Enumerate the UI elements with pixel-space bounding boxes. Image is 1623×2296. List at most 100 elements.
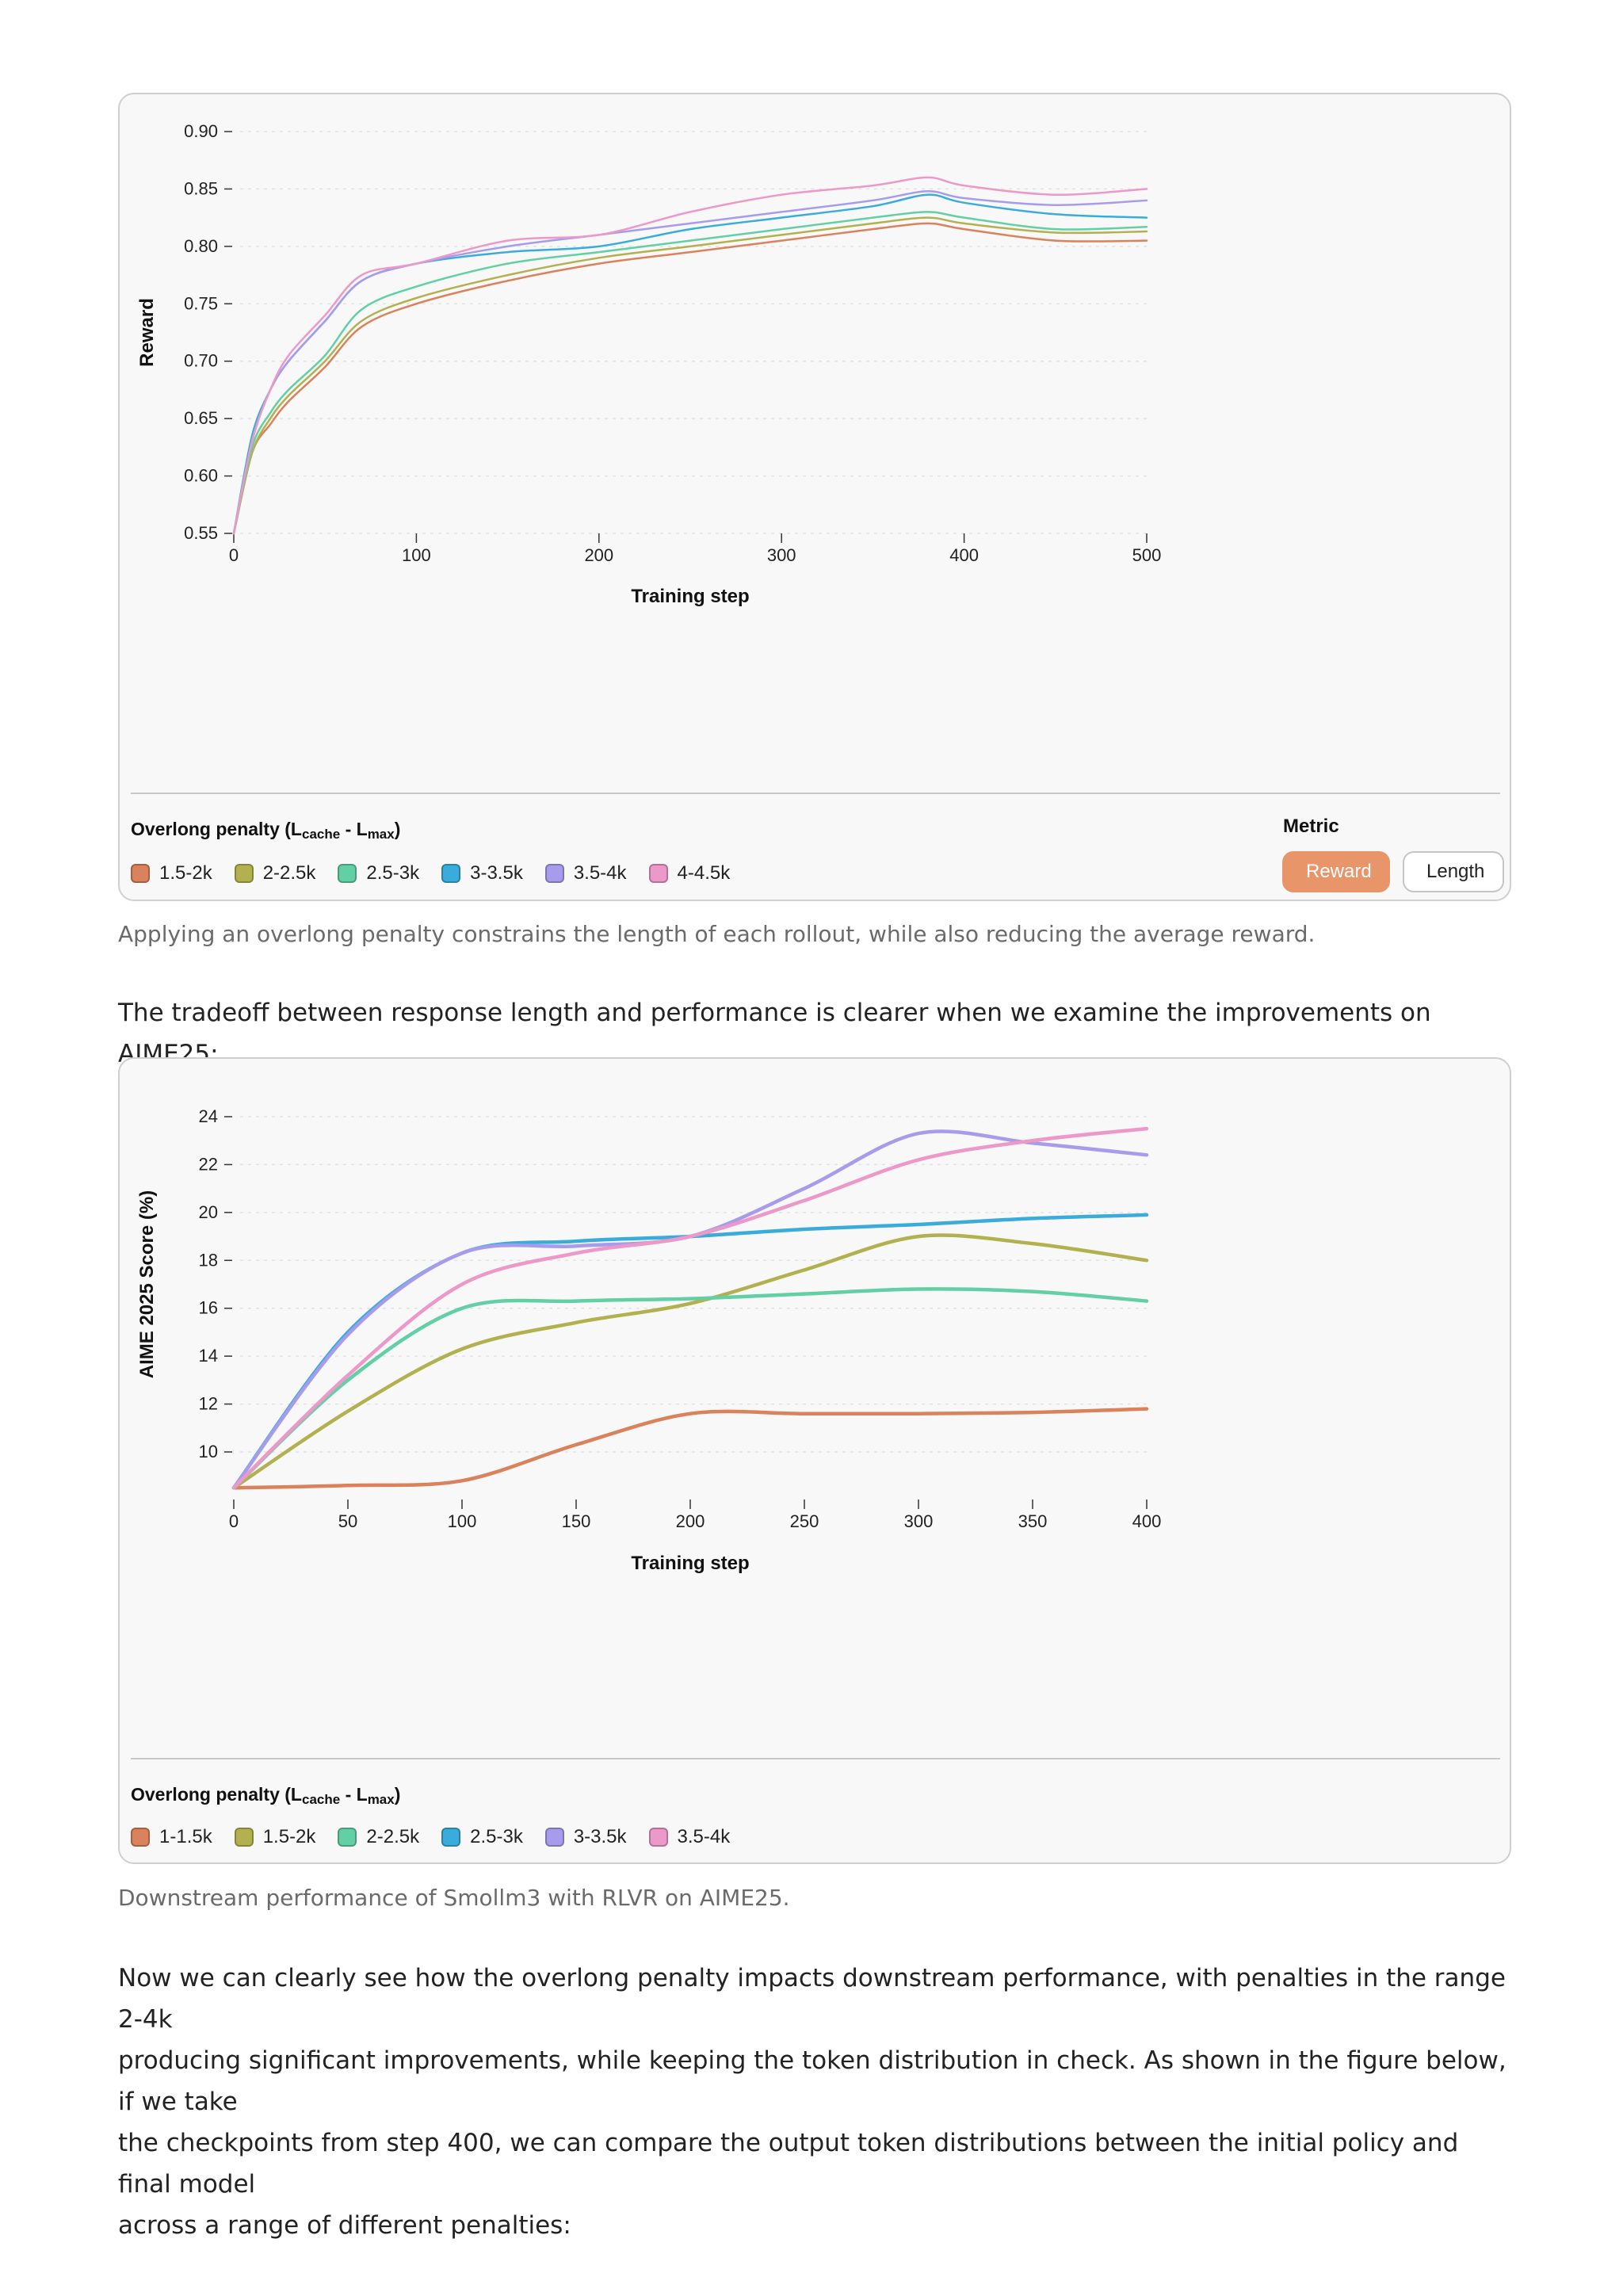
legend-item[interactable]: 2-2.5k: [234, 862, 316, 884]
y-tick-label: 16: [199, 1298, 218, 1318]
legend-item[interactable]: 3-3.5k: [441, 862, 523, 884]
x-tick-label: 250: [790, 1511, 819, 1531]
y-tick-label: 0.75: [184, 293, 218, 313]
legend-item[interactable]: 4-4.5k: [648, 862, 731, 884]
metric-title: Metric: [1283, 816, 1339, 837]
legend-swatch: [131, 1828, 150, 1847]
legend-swatch: [544, 1828, 564, 1847]
legend-item[interactable]: 3.5-4k: [544, 862, 627, 884]
y-tick-label: 0.65: [184, 408, 218, 428]
x-tick-label: 500: [1132, 545, 1162, 565]
legend-label: 2.5-3k: [366, 862, 420, 884]
series-line: [231, 1407, 1149, 1490]
series-line: [231, 1287, 1149, 1490]
legend-label: 3.5-4k: [573, 862, 627, 884]
series-line: [232, 190, 1148, 535]
x-tick-label: 100: [448, 1511, 477, 1531]
legend-item[interactable]: 2-2.5k: [338, 1826, 419, 1848]
y-tick-label: 18: [199, 1250, 218, 1270]
legend-label: 3-3.5k: [573, 1826, 627, 1847]
legend-label: 3-3.5k: [470, 862, 523, 884]
paragraph-line: across a range of different penalties:: [118, 2211, 571, 2240]
y-tick-label: 22: [199, 1154, 218, 1174]
x-tick-label: 350: [1018, 1511, 1048, 1531]
y-tick-label: 0.60: [184, 466, 218, 486]
series-line: [232, 211, 1148, 535]
legend-item[interactable]: 3.5-4k: [648, 1826, 731, 1848]
y-tick-label: 24: [199, 1106, 218, 1126]
series-line: [232, 176, 1148, 535]
x-tick-label: 400: [949, 545, 979, 565]
legend-swatch: [648, 1828, 668, 1847]
legend-swatch: [648, 864, 668, 883]
length-button[interactable]: Length: [1403, 851, 1504, 892]
legend-title: Overlong penalty (Lcache - Lmax): [131, 1784, 401, 1807]
legend-swatch: [544, 864, 564, 883]
legend-swatch: [131, 864, 150, 883]
paragraph-line: Now we can clearly see how the overlong …: [118, 1964, 1506, 2034]
y-axis-label: AIME 2025 Score (%): [136, 1190, 158, 1378]
paragraph: Now we can clearly see how the overlong …: [118, 1958, 1513, 2246]
x-axis-label: Training step: [631, 586, 749, 607]
legend-divider: [131, 793, 1500, 794]
legend: 1.5-2k 2-2.5k 2.5-3k 3-3.5k 3.5-4k 4-4.5…: [131, 862, 730, 884]
legend-item[interactable]: 1.5-2k: [131, 862, 212, 884]
legend-swatch: [338, 1828, 357, 1847]
legend-item[interactable]: 3-3.5k: [544, 1826, 627, 1848]
x-tick-label: 0: [229, 545, 239, 565]
figure-caption: Downstream performance of Smollm3 with R…: [118, 1885, 790, 1911]
aime-figure: 10 12 14 16 18 20 22 24 0 50 100 150 200 250 300 350 400…: [118, 1057, 1511, 1864]
figure-caption: Applying an overlong penalty constrains …: [118, 921, 1316, 947]
series-line: [231, 1126, 1149, 1490]
legend-swatch: [441, 1828, 461, 1847]
y-tick-label: 0.85: [184, 178, 218, 198]
reward-figure: 0.55 0.60 0.65 0.70 0.75 0.80 0.85 0.90 0 100 200 3…: [118, 93, 1511, 901]
paragraph-line: the checkpoints from step 400, we can co…: [118, 2129, 1459, 2199]
reward-button[interactable]: Reward: [1282, 851, 1390, 892]
y-tick-label: 14: [199, 1346, 218, 1366]
legend: 1-1.5k 1.5-2k 2-2.5k 2.5-3k 3-3.5k 3.5-4…: [131, 1826, 730, 1848]
paragraph-line: producing significant improvements, whil…: [118, 2046, 1507, 2116]
legend-label: 2.5-3k: [470, 1826, 523, 1847]
y-axis-label: Reward: [136, 298, 158, 367]
aime-chart: 10 12 14 16 18 20 22 24 0 50 100 150 200 250 300 350 400…: [136, 1106, 1162, 1574]
y-tick-label: 0.90: [184, 121, 218, 141]
legend-label: 2-2.5k: [262, 862, 316, 884]
x-tick-label: 200: [676, 1511, 705, 1531]
x-tick-label: 100: [402, 545, 431, 565]
series-line: [232, 222, 1148, 535]
legend-label: 4-4.5k: [677, 862, 731, 884]
x-tick-label: 400: [1132, 1511, 1162, 1531]
legend-item[interactable]: 2.5-3k: [441, 1826, 523, 1848]
series-line: [231, 1213, 1149, 1490]
legend-item[interactable]: 1-1.5k: [131, 1826, 212, 1848]
legend-label: 1-1.5k: [159, 1826, 212, 1847]
y-tick-label: 10: [199, 1442, 218, 1461]
series-line: [232, 216, 1148, 535]
x-tick-label: 200: [584, 545, 613, 565]
legend-swatch: [234, 864, 254, 883]
legend-item[interactable]: 2.5-3k: [338, 862, 419, 884]
y-tick-label: 12: [199, 1394, 218, 1414]
x-tick-label: 0: [229, 1511, 239, 1531]
x-tick-label: 300: [767, 545, 796, 565]
series-line: [231, 1233, 1149, 1490]
x-tick-label: 300: [904, 1511, 934, 1531]
x-tick-label: 150: [562, 1511, 591, 1531]
metric-toggle: Reward Length: [1282, 851, 1504, 892]
legend-label: 2-2.5k: [366, 1826, 420, 1847]
legend-label: 1.5-2k: [159, 862, 212, 884]
legend-swatch: [441, 864, 461, 883]
legend-label: 3.5-4k: [677, 1826, 731, 1847]
x-tick-label: 50: [338, 1511, 357, 1531]
legend-label: 1.5-2k: [262, 1826, 316, 1847]
y-tick-label: 20: [199, 1202, 218, 1222]
reward-chart: 0.55 0.60 0.65 0.70 0.75 0.80 0.85 0.90 0 100 200 3…: [136, 121, 1162, 607]
x-axis-label: Training step: [631, 1553, 749, 1574]
legend-item[interactable]: 1.5-2k: [234, 1826, 316, 1848]
legend-divider: [131, 1758, 1500, 1759]
y-tick-label: 0.70: [184, 351, 218, 371]
y-tick-label: 0.80: [184, 236, 218, 256]
legend-title: Overlong penalty (Lcache - Lmax): [131, 819, 401, 842]
